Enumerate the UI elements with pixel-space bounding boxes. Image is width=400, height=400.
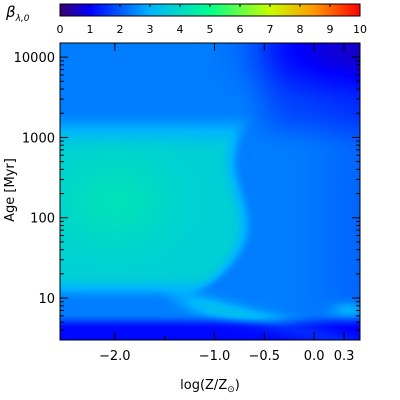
y-axis-label: Age [Myr] (3, 158, 18, 222)
colorbar-ticks: 0 1 2 3 4 5 6 7 8 9 10 (57, 4, 367, 36)
x-tick-label: −1.0 (199, 349, 231, 364)
colorbar: βλ,0 0 1 2 3 4 5 6 7 8 9 10 (5, 3, 367, 36)
colorbar-tick-label: 4 (177, 23, 184, 36)
x-axis: −2.0 −1.0 −0.5 0.0 0.3 (99, 43, 354, 364)
colorbar-tick-label: 3 (147, 23, 154, 36)
x-axis-label-sub: ⊙ (227, 385, 235, 395)
colorbar-tick-label: 6 (237, 23, 244, 36)
y-tick-label: 100 (30, 212, 55, 227)
plot-frame (59, 42, 361, 341)
heatmap (60, 43, 360, 340)
x-tick-label: −2.0 (99, 349, 131, 364)
y-tick-label: 10000 (14, 51, 55, 66)
y-axis: 10 100 1000 10000 (14, 51, 360, 341)
colorbar-tick-label: 2 (117, 23, 124, 36)
x-axis-label: log(Z/Z⊙) (180, 378, 240, 395)
colorbar-tick-label: 7 (267, 23, 274, 36)
x-tick-label: −0.5 (249, 349, 281, 364)
colorbar-label-subscript: λ,0 (15, 14, 30, 24)
colorbar-tick-label: 1 (87, 23, 94, 36)
y-tick-label: 10 (38, 292, 55, 307)
colorbar-tick-label: 10 (353, 23, 367, 36)
colorbar-tick-label: 5 (207, 23, 214, 36)
colorbar-tick-label: 0 (57, 23, 64, 36)
x-tick-label: 0.0 (304, 349, 325, 364)
x-tick-label: 0.3 (334, 349, 355, 364)
y-tick-label: 1000 (22, 131, 55, 146)
colorbar-tick-label: 8 (297, 23, 304, 36)
heatmap-image (60, 43, 360, 340)
colorbar-tick-label: 9 (327, 23, 334, 36)
colorbar-label: βλ,0 (5, 3, 30, 24)
